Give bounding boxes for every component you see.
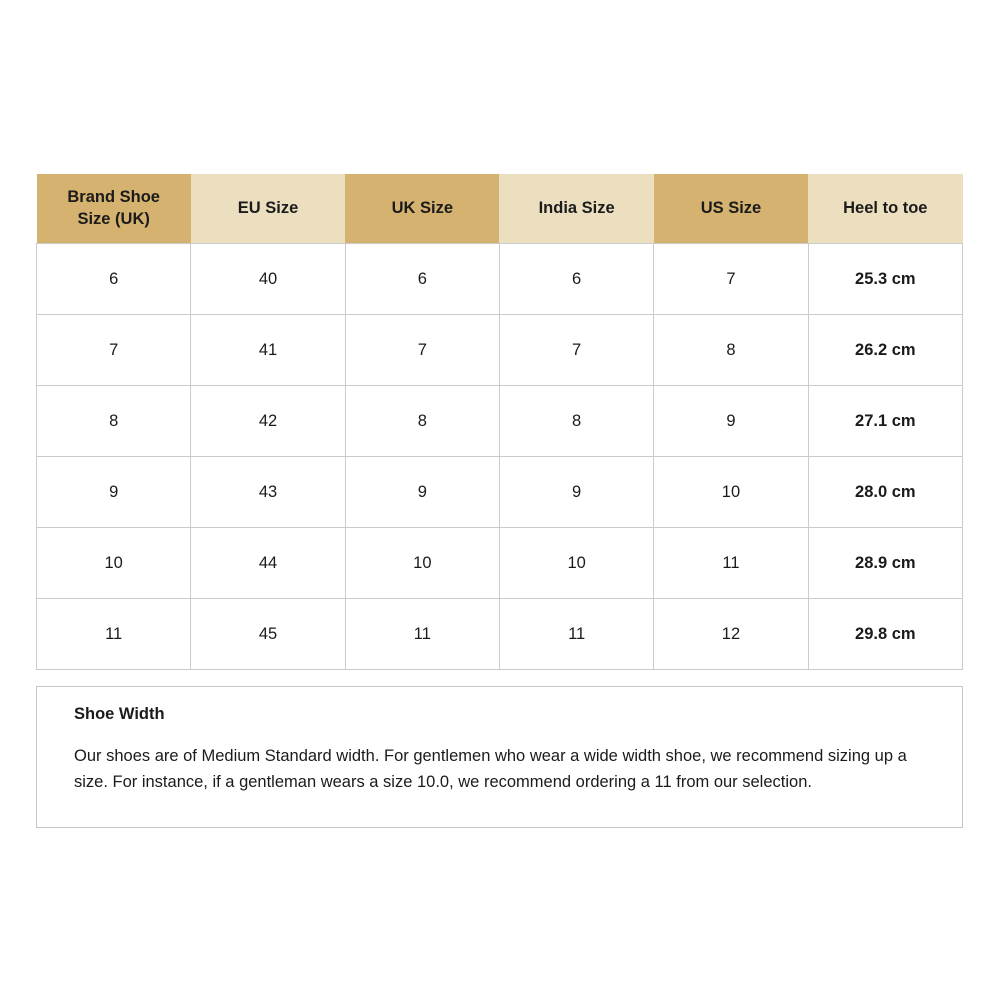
table-cell: 6 (35, 243, 192, 315)
column-header: India Size (499, 174, 654, 244)
table-cell: 7 (653, 243, 809, 315)
table-cell: 27.1 cm (807, 385, 964, 457)
table-row: 10 44 10 10 11 28.9 cm (35, 527, 964, 599)
table-cell: 8 (653, 314, 809, 386)
table-header-row: Brand Shoe Size (UK) EU Size UK Size India … (36, 174, 963, 244)
shoe-width-body: Our shoes are of Medium Standard width. … (74, 747, 907, 792)
table-cell: 25.3 cm (807, 243, 964, 315)
column-header: Heel to toe (808, 174, 963, 244)
table-row: 9 43 9 9 10 28.0 cm (35, 456, 964, 528)
table-body: 6 40 6 6 7 25.3 cm 7 41 7 7 8 26.2 cm 8 42 8 8 9 27.1 cm 9… (35, 243, 964, 670)
table-cell: 8 (498, 385, 655, 457)
table-cell: 8 (344, 385, 500, 457)
table-cell: 11 (653, 527, 809, 599)
table-cell: 10 (35, 527, 192, 599)
shoe-width-title: Shoe Width (74, 705, 165, 723)
table-cell: 28.9 cm (807, 527, 964, 599)
table-cell: 28.0 cm (807, 456, 964, 528)
table-cell: 10 (653, 456, 809, 528)
column-header: US Size (653, 174, 809, 244)
table-cell: 9 (35, 456, 192, 528)
table-cell: 12 (653, 598, 809, 670)
size-conversion-table: Brand Shoe Size (UK) EU Size UK Size India … (35, 174, 964, 670)
table-cell: 43 (190, 456, 346, 528)
table-cell: 11 (35, 598, 192, 670)
table-cell: 10 (344, 527, 500, 599)
table-cell: 45 (190, 598, 346, 670)
table-cell: 40 (190, 243, 346, 315)
table-cell: 26.2 cm (807, 314, 964, 386)
table-cell: 7 (344, 314, 500, 386)
table-cell: 41 (190, 314, 346, 386)
table-row: 7 41 7 7 8 26.2 cm (35, 314, 964, 386)
table-head: Brand Shoe Size (UK) EU Size UK Size India … (36, 174, 963, 244)
table-row: 6 40 6 6 7 25.3 cm (35, 243, 964, 315)
table-cell: 11 (498, 598, 655, 670)
table-cell: 8 (35, 385, 192, 457)
column-header: UK Size (345, 174, 500, 244)
table-cell: 29.8 cm (807, 598, 964, 670)
table-cell: 9 (653, 385, 809, 457)
table-cell: 9 (498, 456, 655, 528)
table-cell: 44 (190, 527, 346, 599)
shoe-width-note: Shoe Width Our shoes are of Medium Stand… (36, 686, 963, 828)
column-header: EU Size (190, 174, 346, 244)
column-header: Brand Shoe Size (UK) (36, 174, 191, 244)
table-row: 11 45 11 11 12 29.8 cm (35, 598, 964, 670)
table-cell: 7 (35, 314, 192, 386)
table-cell: 6 (498, 243, 655, 315)
table-row: 8 42 8 8 9 27.1 cm (35, 385, 964, 457)
table-cell: 6 (344, 243, 500, 315)
table-cell: 11 (344, 598, 500, 670)
table-cell: 10 (498, 527, 655, 599)
table-cell: 42 (190, 385, 346, 457)
table-cell: 9 (344, 456, 500, 528)
table-cell: 7 (498, 314, 655, 386)
